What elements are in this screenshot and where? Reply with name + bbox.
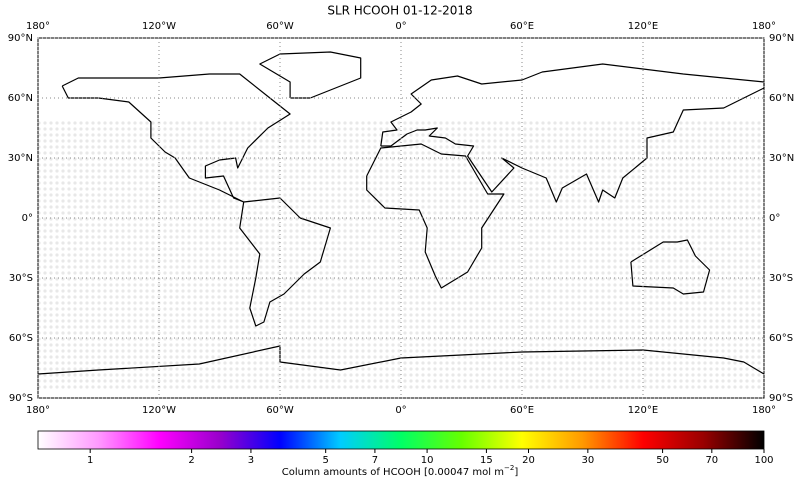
colorbar-tick-label: 100 (754, 455, 773, 466)
colorbar-tick-label: 2 (188, 455, 194, 466)
x-tick-label-top: 60°E (510, 21, 534, 32)
x-tick-label-bottom: 0° (395, 405, 406, 416)
x-tick-label-top: 120°E (628, 21, 658, 32)
colorbar-tick-label: 10 (421, 455, 434, 466)
colorbar-tick-label: 1 (87, 455, 93, 466)
y-tick-label-right: 0° (769, 213, 780, 224)
x-tick-label-top: 0° (395, 21, 406, 32)
y-tick-label-left: 60°S (9, 333, 33, 344)
map-title: SLR HCOOH 01-12-2018 (327, 4, 472, 18)
colorbar-tick-label: 7 (372, 455, 378, 466)
y-tick-label-left: 90°N (8, 33, 33, 44)
x-tick-label-bottom: 180° (26, 405, 50, 416)
x-tick-label-bottom: 60°E (510, 405, 534, 416)
colorbar-label: Column amounts of HCOOH [0.00047 mol m−2… (282, 464, 519, 478)
coastline (239, 197, 331, 327)
y-tick-label-right: 90°S (769, 393, 793, 404)
x-tick-label-bottom: 180° (752, 405, 776, 416)
coastline (630, 239, 711, 295)
colorbar-label-text: Column amounts of HCOOH [0.00047 mol m (282, 467, 504, 478)
x-tick-label-top: 180° (26, 21, 50, 32)
y-tick-label-left: 60°N (8, 93, 33, 104)
y-tick-label-left: 90°S (9, 393, 33, 404)
colorbar-label-end: ] (514, 467, 518, 478)
y-tick-label-right: 60°N (769, 93, 794, 104)
colorbar-tick-label: 3 (248, 455, 254, 466)
x-tick-label-top: 60°W (266, 21, 294, 32)
y-tick-label-left: 30°S (9, 273, 33, 284)
x-tick-label-bottom: 120°W (142, 405, 176, 416)
colorbar-tick-label: 70 (705, 455, 718, 466)
y-tick-label-right: 30°N (769, 153, 794, 164)
y-tick-label-left: 30°N (8, 153, 33, 164)
x-tick-label-top: 180° (752, 21, 776, 32)
coastlines (37, 51, 765, 375)
x-tick-label-bottom: 60°W (266, 405, 294, 416)
coastline (380, 63, 765, 203)
x-tick-label-top: 120°W (142, 21, 176, 32)
colorbar-tick-label: 20 (522, 455, 535, 466)
x-tick-label-bottom: 120°E (628, 405, 658, 416)
coastline (61, 73, 291, 203)
colorbar-tick-label: 15 (480, 455, 493, 466)
colorbar-tick-label: 50 (656, 455, 669, 466)
coastline (366, 143, 505, 289)
y-tick-label-right: 30°S (769, 273, 793, 284)
y-tick-label-right: 90°N (769, 33, 794, 44)
colorbar (37, 430, 765, 450)
y-tick-label-right: 60°S (769, 333, 793, 344)
y-tick-label-left: 0° (22, 213, 33, 224)
coastline (37, 345, 765, 375)
coastline (259, 51, 362, 99)
colorbar-tick-label: 30 (581, 455, 594, 466)
colorbar-label-exponent: −2 (504, 464, 514, 472)
colorbar-tick-label: 5 (322, 455, 328, 466)
